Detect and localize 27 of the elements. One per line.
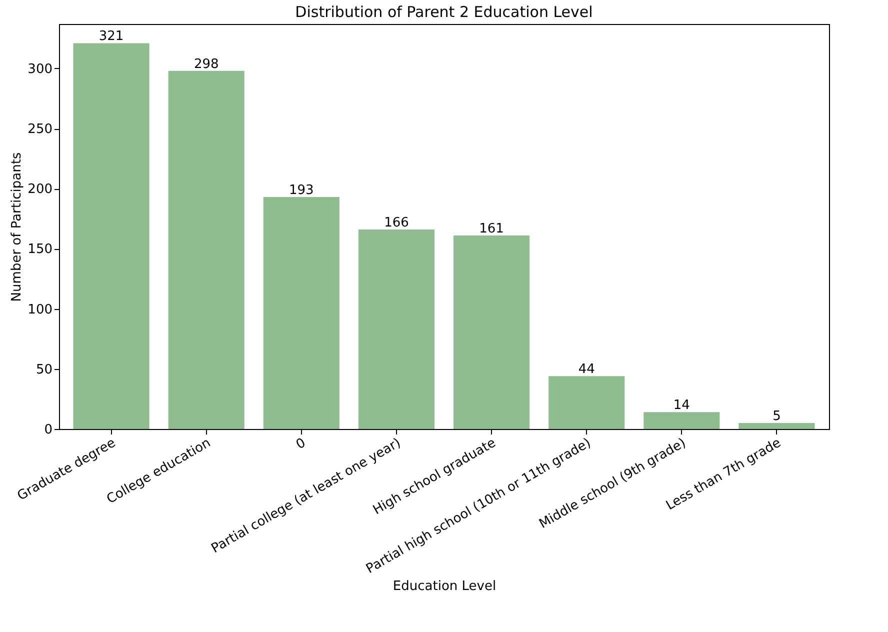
- y-tick-label: 200: [28, 182, 52, 198]
- data-label: 166: [384, 216, 409, 231]
- y-tick-label: 50: [36, 362, 52, 378]
- data-label: 193: [288, 183, 314, 198]
- y-tick-label: 150: [28, 242, 52, 258]
- x-tick-label: 0: [294, 436, 308, 453]
- data-label: 14: [673, 398, 690, 414]
- bar: [263, 197, 340, 429]
- y-tick-label: 300: [28, 62, 52, 77]
- bar: [358, 230, 434, 429]
- data-label: 44: [578, 362, 595, 378]
- y-tick-label: 100: [28, 302, 52, 318]
- y-axis-title: Number of Participants: [10, 152, 25, 302]
- x-axis-title: Education Level: [392, 579, 496, 594]
- y-tick-label: 250: [28, 122, 52, 138]
- bar: [168, 70, 244, 429]
- bar: [73, 43, 150, 429]
- bar: [738, 422, 815, 429]
- data-label: 321: [98, 29, 124, 44]
- bar: [548, 376, 625, 429]
- data-label: 5: [772, 408, 781, 424]
- y-tick-label: 0: [44, 422, 52, 438]
- bar: [644, 412, 720, 429]
- chart-title: Distribution of Parent 2 Education Level: [295, 3, 593, 21]
- data-label: 298: [194, 56, 219, 72]
- bar: [454, 236, 530, 429]
- data-label: 161: [479, 222, 504, 237]
